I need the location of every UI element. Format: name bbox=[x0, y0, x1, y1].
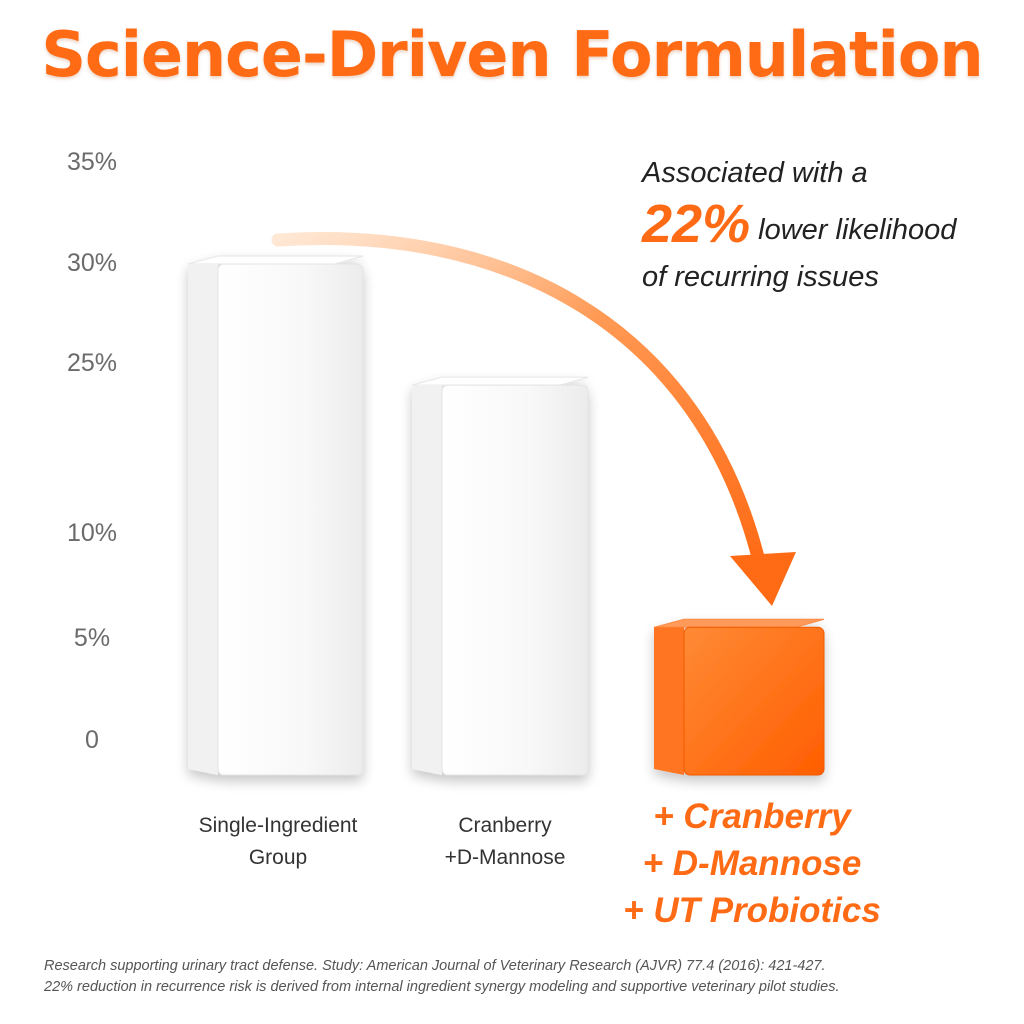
y-tick-label: 30% bbox=[67, 249, 117, 277]
category-label: Single-Ingredient bbox=[199, 814, 358, 837]
category-label-highlight: + D-Mannose bbox=[643, 844, 862, 883]
footnote: Research supporting urinary tract defens… bbox=[44, 956, 1004, 998]
y-tick-label: 35% bbox=[67, 148, 117, 176]
category-label: Cranberry bbox=[458, 814, 552, 837]
bar bbox=[411, 376, 589, 776]
footnote-line-1: Research supporting urinary tract defens… bbox=[44, 958, 826, 974]
y-tick-label: 10% bbox=[67, 519, 117, 547]
bar bbox=[187, 255, 364, 776]
callout-line-2: lower likelihood bbox=[758, 214, 957, 247]
category-label-highlight: + Cranberry bbox=[653, 797, 852, 836]
bar-top-face bbox=[187, 255, 364, 265]
bar-top-face bbox=[653, 618, 825, 628]
bar-front-face bbox=[441, 384, 589, 776]
trend-arrow bbox=[271, 231, 796, 606]
bar-top-face bbox=[411, 376, 589, 386]
y-tick-label: 25% bbox=[67, 349, 117, 377]
bar-highlight bbox=[653, 618, 825, 776]
y-tick-label: 5% bbox=[74, 624, 110, 652]
category-label: +D-Mannose bbox=[445, 846, 566, 869]
bar-front-face bbox=[217, 263, 364, 776]
callout-percent: 22% bbox=[642, 194, 751, 255]
callout-line-3: of recurring issues bbox=[642, 260, 879, 293]
chart-title: Science-Driven Formulation bbox=[41, 18, 983, 91]
category-label-highlight: + UT Probiotics bbox=[623, 891, 881, 930]
bar-side-face bbox=[412, 385, 442, 775]
bar-front-face bbox=[683, 626, 825, 776]
footnote-line-2: 22% reduction in recurrence risk is deri… bbox=[44, 979, 840, 996]
bar-side-face bbox=[188, 264, 218, 775]
callout-line-1: Associated with a bbox=[642, 157, 868, 189]
callout-text: Associated with a 22% lower likelihood o… bbox=[642, 155, 1012, 295]
category-label: Group bbox=[249, 846, 307, 869]
bar-side-face bbox=[654, 627, 684, 775]
y-tick-label: 0 bbox=[85, 726, 99, 754]
